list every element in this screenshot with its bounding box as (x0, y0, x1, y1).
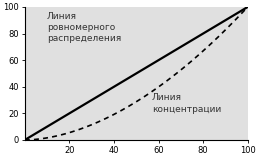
Text: Линия
концентрации: Линия концентрации (152, 93, 221, 113)
Text: Линия
ровномерного
распределения: Линия ровномерного распределения (47, 12, 121, 43)
